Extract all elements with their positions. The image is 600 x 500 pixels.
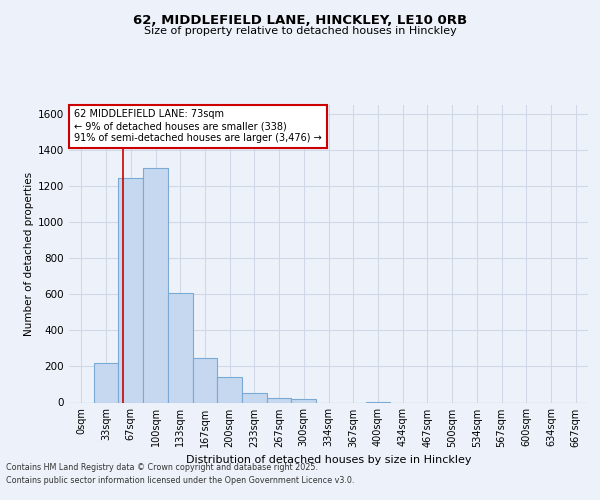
Text: Contains public sector information licensed under the Open Government Licence v3: Contains public sector information licen… [6, 476, 355, 485]
Bar [168, 294, 193, 403]
Bar [118, 178, 143, 402]
Bar [143, 168, 168, 402]
X-axis label: Distribution of detached houses by size in Hinckley: Distribution of detached houses by size … [186, 455, 471, 465]
Bar [193, 358, 217, 403]
Bar [94, 363, 118, 403]
Bar [267, 398, 292, 402]
Bar [242, 392, 267, 402]
Text: Size of property relative to detached houses in Hinckley: Size of property relative to detached ho… [143, 26, 457, 36]
Bar [292, 399, 316, 402]
Y-axis label: Number of detached properties: Number of detached properties [24, 172, 34, 336]
Text: 62, MIDDLEFIELD LANE, HINCKLEY, LE10 0RB: 62, MIDDLEFIELD LANE, HINCKLEY, LE10 0RB [133, 14, 467, 27]
Text: 62 MIDDLEFIELD LANE: 73sqm
← 9% of detached houses are smaller (338)
91% of semi: 62 MIDDLEFIELD LANE: 73sqm ← 9% of detac… [74, 110, 322, 142]
Text: Contains HM Land Registry data © Crown copyright and database right 2025.: Contains HM Land Registry data © Crown c… [6, 462, 318, 471]
Bar [217, 378, 242, 402]
